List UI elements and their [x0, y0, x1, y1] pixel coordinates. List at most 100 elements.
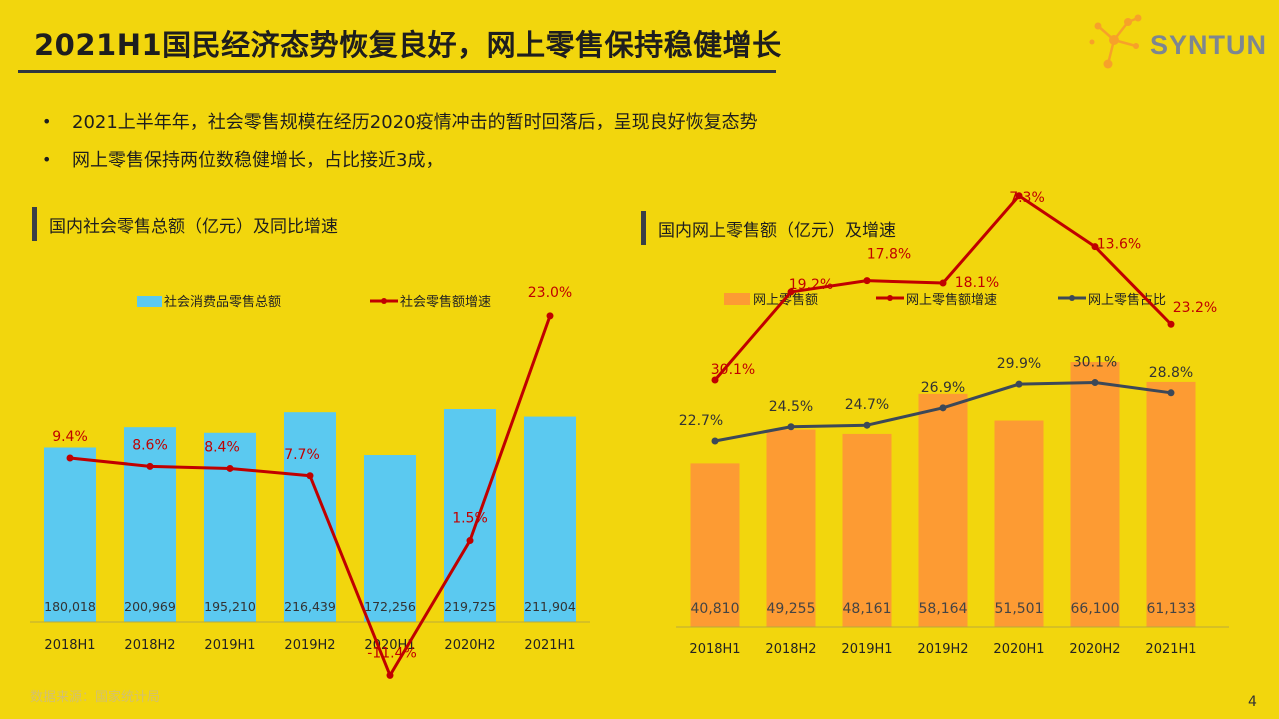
- line-point: [863, 421, 871, 429]
- legend-label: 社会零售额增速: [400, 294, 491, 310]
- bar: [766, 429, 816, 627]
- x-tick-label: 2020H2: [1069, 642, 1120, 657]
- bar-value-label: 180,018: [44, 599, 96, 614]
- title-underline: [18, 70, 776, 73]
- line-point: [66, 454, 74, 462]
- page-title: 2021H1国民经济态势恢复良好，网上零售保持稳健增长: [34, 28, 782, 62]
- line-value-label: 1.5%: [452, 511, 488, 527]
- line-point: [226, 464, 234, 472]
- line-value-label: 24.5%: [769, 399, 813, 415]
- x-tick-label: 2020H1: [993, 642, 1044, 657]
- legend-swatch-marker: [1069, 295, 1075, 301]
- x-tick-label: 2020H2: [444, 638, 495, 653]
- legend-label: 社会消费品零售总额: [164, 294, 281, 310]
- bar: [842, 433, 892, 627]
- line-point: [1015, 380, 1023, 388]
- bar-value-label: 58,164: [919, 601, 968, 617]
- section-marker: [641, 211, 646, 245]
- line-value-label: 8.6%: [132, 437, 168, 453]
- data-source: 数据来源：国家统计局: [30, 690, 161, 705]
- x-tick-label: 2018H2: [124, 638, 175, 653]
- x-tick-label: 2021H1: [1145, 642, 1196, 657]
- bar: [1070, 362, 1120, 627]
- growth-line: [713, 194, 1173, 381]
- bar-value-label: 66,100: [1071, 601, 1120, 617]
- line-point: [787, 423, 795, 431]
- x-tick-label: 2018H2: [765, 642, 816, 657]
- bullet-list: • 2021上半年年，社会零售规模在经历2020疫情冲击的暂时回落后，呈现良好恢复…: [42, 102, 758, 178]
- bar-value-label: 216,439: [284, 599, 336, 614]
- bar: [524, 416, 576, 622]
- bullet-dot: •: [42, 149, 52, 169]
- bar-value-label: 49,255: [767, 601, 816, 617]
- syntun-logo-icon: [1089, 14, 1142, 69]
- line-value-label: 7.7%: [284, 447, 320, 463]
- bar-value-label: 200,969: [124, 599, 176, 614]
- line-value-label: 18.1%: [955, 275, 999, 291]
- bar: [364, 455, 416, 622]
- line-point: [787, 288, 795, 296]
- bar-value-label: 219,725: [444, 599, 496, 614]
- line-value-label: 23.0%: [528, 285, 572, 301]
- bar-value-label: 40,810: [691, 601, 740, 617]
- bar-value-label: 51,501: [995, 601, 1044, 617]
- bar: [690, 463, 740, 627]
- line-point: [711, 437, 719, 445]
- line-point: [1091, 379, 1099, 387]
- bar-value-label: 61,133: [1147, 601, 1196, 617]
- line-point: [1167, 320, 1175, 328]
- line-value-label: 24.7%: [845, 397, 889, 413]
- line-value-label: 29.9%: [997, 356, 1041, 372]
- bar-value-label: 195,210: [204, 599, 256, 614]
- bullet-dot: •: [42, 111, 52, 131]
- line-point: [939, 279, 947, 287]
- chart2-section-title: 国内网上零售额（亿元）及增速: [641, 211, 896, 245]
- x-tick-label: 2019H2: [917, 642, 968, 657]
- line-point: [863, 277, 871, 285]
- legend-swatch-marker: [381, 298, 387, 304]
- bar: [994, 420, 1044, 627]
- line-value-label: 17.8%: [867, 247, 911, 263]
- line-point: [546, 312, 554, 320]
- line-point: [939, 404, 947, 412]
- bar-value-label: 211,904: [524, 599, 576, 614]
- bullet-item: • 2021上半年年，社会零售规模在经历2020疫情冲击的暂时回落后，呈现良好恢复…: [42, 102, 758, 140]
- line-value-label: 19.2%: [789, 277, 833, 293]
- line-value-label: 7.3%: [1009, 190, 1045, 206]
- line-value-label: 23.2%: [1173, 300, 1217, 316]
- bullet-item: • 网上零售保持两位数稳健增长，占比接近3成，: [42, 140, 758, 178]
- legend-label: 网上零售额增速: [906, 292, 997, 308]
- logo-text: SYNTUN: [1150, 30, 1268, 60]
- bar: [44, 447, 96, 622]
- line-point: [306, 472, 314, 480]
- line-point: [1091, 243, 1099, 251]
- x-tick-label: 2018H1: [689, 642, 740, 657]
- section-marker: [32, 207, 37, 241]
- x-tick-label: 2019H1: [204, 638, 255, 653]
- bullet-text: 网上零售保持两位数稳健增长，占比接近3成，: [72, 150, 444, 171]
- line-value-label: 30.1%: [1073, 355, 1117, 371]
- bar: [1146, 381, 1196, 627]
- line-point: [1015, 192, 1023, 200]
- legend-label: 网上零售占比: [1088, 292, 1166, 308]
- chart2-title: 国内网上零售额（亿元）及增速: [658, 220, 896, 241]
- line-value-label: 13.6%: [1097, 237, 1141, 253]
- line-value-label: 26.9%: [921, 380, 965, 396]
- line-value-label: 30.1%: [711, 362, 755, 378]
- line-point: [146, 462, 154, 470]
- line-value-label: 28.8%: [1149, 365, 1193, 381]
- bar: [124, 427, 176, 622]
- legend-swatch-marker: [887, 295, 893, 301]
- x-tick-label: 2019H1: [841, 642, 892, 657]
- legend-swatch-bar: [724, 293, 750, 305]
- bar: [204, 432, 256, 622]
- line-value-label: 9.4%: [52, 429, 88, 445]
- bar-value-label: 48,161: [843, 601, 892, 617]
- legend-swatch-bar: [137, 296, 162, 307]
- line-point: [466, 537, 474, 545]
- page-number: 4: [1248, 694, 1257, 710]
- bullet-text: 2021上半年年，社会零售规模在经历2020疫情冲击的暂时回落后，呈现良好恢复态…: [72, 112, 758, 133]
- line-value-label: 22.7%: [679, 413, 723, 429]
